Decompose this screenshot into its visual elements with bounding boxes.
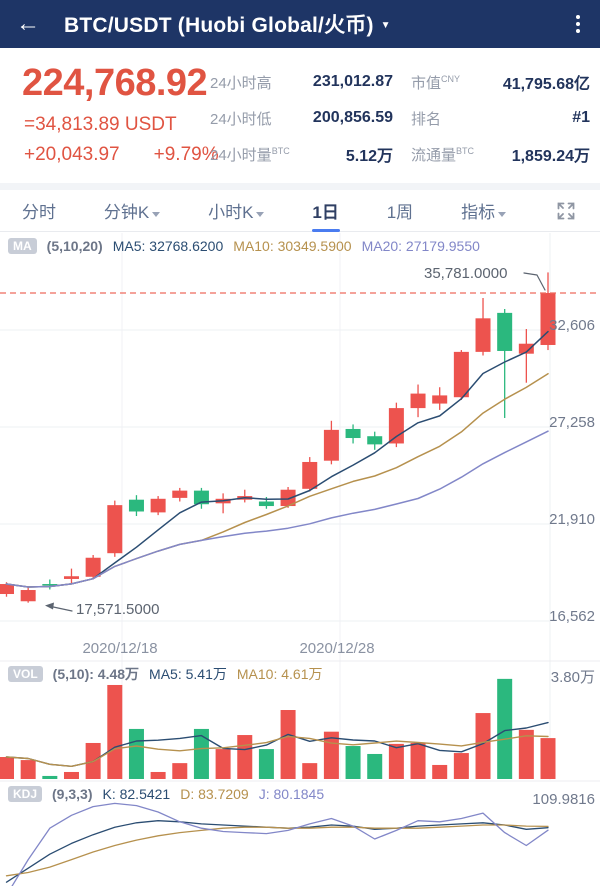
quote-panel: 224,768.92 =34,813.89 USDT +20,043.97 +9… <box>0 48 600 183</box>
ma5-value: MA5: 32768.6200 <box>112 238 224 254</box>
section-divider <box>0 183 600 190</box>
stats-row: 24小时量BTC 5.12万 流通量BTC 1,859.24万 <box>210 136 590 172</box>
fullscreen-icon[interactable] <box>554 199 578 223</box>
kdj-legend: KDJ (9,3,3) K: 82.5421 D: 83.7209 J: 80.… <box>8 786 324 802</box>
tab-timeline[interactable]: 分时 <box>22 203 56 222</box>
stats-row: 24小时高 231,012.87 市值CNY 41,795.68亿 <box>210 64 590 100</box>
kdj-badge: KDJ <box>8 786 43 802</box>
chevron-down-icon <box>256 212 265 217</box>
ma10-value: MA10: 30349.5900 <box>233 238 352 254</box>
tab-1week[interactable]: 1周 <box>386 203 414 222</box>
stat-label: 市值CNY <box>411 73 461 92</box>
x-axis-date: 2020/12/18 <box>82 640 158 657</box>
stat-label: 排名 <box>411 110 442 128</box>
stat-label: 24小时低 <box>210 110 272 128</box>
chevron-down-icon <box>498 212 507 217</box>
stat-label: 24小时量BTC <box>210 145 290 164</box>
pair-selector[interactable]: BTC/USDT (Huobi Global/火币) ▼ <box>64 9 391 39</box>
stat-value: 200,856.59 <box>312 109 393 126</box>
stat-label: 24小时高 <box>210 74 272 92</box>
stat-value: 231,012.87 <box>312 73 393 90</box>
top-bar: ← BTC/USDT (Huobi Global/火币) ▼ <box>0 0 600 48</box>
vol-ma5-value: MA5: 5.41万 <box>149 666 227 682</box>
stat-label: 流通量BTC <box>411 145 475 164</box>
chevron-down-icon <box>152 212 161 217</box>
kdj-params: (9,3,3) <box>52 786 93 802</box>
usdt-equivalent: =34,813.89 USDT <box>24 114 177 135</box>
stats-grid: 24小时高 231,012.87 市值CNY 41,795.68亿 24小时低 … <box>210 64 590 172</box>
stat-value: 5.12万 <box>345 148 393 165</box>
price-chart[interactable] <box>0 232 600 886</box>
stat-value: 1,859.24万 <box>511 148 590 165</box>
volume-legend: VOL (5,10): 4.48万 MA5: 5.41万 MA10: 4.61万 <box>8 664 322 684</box>
kebab-menu-icon[interactable] <box>572 11 584 37</box>
ma-legend: MA (5,10,20) MA5: 32768.6200 MA10: 30349… <box>8 238 480 254</box>
stats-row: 24小时低 200,856.59 排名 #1 <box>210 100 590 136</box>
ma-params: (5,10,20) <box>46 238 103 254</box>
kdj-j-value: J: 80.1845 <box>258 786 325 802</box>
y-axis-tick: 32,606 <box>549 317 595 334</box>
tab-indicators[interactable]: 指标 <box>461 190 507 232</box>
kdj-d-value: D: 83.7209 <box>180 786 249 802</box>
y-axis-tick: 16,562 <box>549 608 595 625</box>
back-icon[interactable]: ← <box>16 10 40 37</box>
volume-axis-max: 3.80万 <box>550 669 595 686</box>
ma-badge: MA <box>8 238 37 254</box>
chevron-down-icon: ▼ <box>380 20 391 31</box>
y-axis-tick: 27,258 <box>549 414 595 431</box>
change-percent: +9.79% <box>153 144 219 165</box>
ma20-value: MA20: 27179.9550 <box>361 238 480 254</box>
page-title: BTC/USDT (Huobi Global/火币) <box>64 14 374 37</box>
kdj-axis-max: 109.9816 <box>532 791 595 808</box>
x-axis-date: 2020/12/28 <box>299 640 375 657</box>
vol-badge: VOL <box>8 666 43 682</box>
y-axis-tick: 21,910 <box>549 511 595 528</box>
tab-hour-k[interactable]: 小时K <box>208 190 265 232</box>
stat-value: 41,795.68亿 <box>502 76 590 93</box>
interval-tab-bar: 分时 分钟K 小时K 1日 1周 指标 <box>0 190 600 232</box>
lowest-price-label: 17,571.5000 <box>76 601 160 618</box>
stat-value: #1 <box>572 109 590 126</box>
tab-1day[interactable]: 1日 <box>312 190 338 232</box>
kdj-k-value: K: 82.5421 <box>102 786 171 802</box>
change-absolute: +20,043.97 <box>24 144 120 165</box>
last-price: 224,768.92 <box>22 62 208 104</box>
highest-price-label: 35,781.0000 <box>424 265 508 282</box>
vol-ma10-value: MA10: 4.61万 <box>236 666 323 682</box>
tab-minute-k[interactable]: 分钟K <box>104 190 161 232</box>
vol-params: (5,10): 4.48万 <box>52 666 140 682</box>
price-change: +20,043.97 +9.79% <box>24 144 219 166</box>
